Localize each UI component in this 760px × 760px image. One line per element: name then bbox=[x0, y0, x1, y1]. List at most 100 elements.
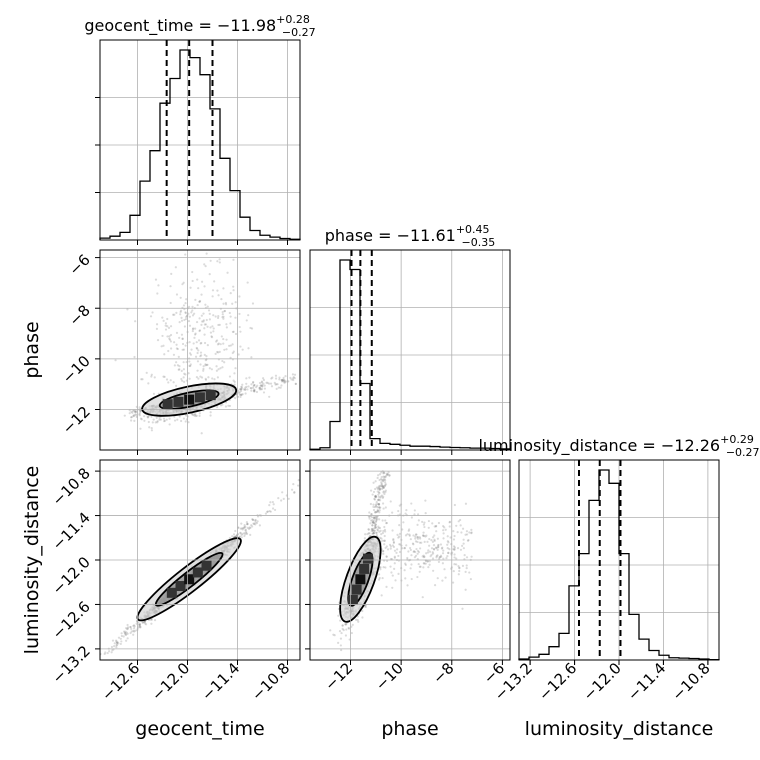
scatter-point bbox=[188, 324, 192, 327]
density-block bbox=[351, 584, 362, 595]
scatter-point bbox=[183, 318, 186, 322]
scatter-point bbox=[139, 622, 142, 626]
scatter-point bbox=[361, 609, 364, 613]
scatter-point bbox=[208, 367, 211, 370]
scatter-point bbox=[212, 314, 215, 317]
scatter-point bbox=[383, 539, 386, 543]
scatter-point bbox=[223, 361, 226, 364]
scatter-point bbox=[382, 495, 385, 498]
scatter-point bbox=[115, 643, 119, 646]
scatter-point bbox=[180, 319, 184, 322]
scatter-point bbox=[106, 651, 109, 655]
scatter-point bbox=[435, 556, 438, 559]
scatter-point bbox=[470, 528, 473, 531]
scatter-point bbox=[277, 386, 280, 389]
scatter-point bbox=[224, 301, 227, 305]
scatter-point bbox=[120, 632, 123, 635]
scatter-point bbox=[382, 478, 385, 481]
scatter-point bbox=[208, 318, 212, 321]
density-block bbox=[184, 394, 195, 405]
scatter-point bbox=[200, 293, 203, 296]
scatter-point bbox=[245, 385, 248, 388]
scatter-point bbox=[148, 426, 151, 429]
scatter-point bbox=[234, 367, 237, 370]
scatter-point bbox=[376, 490, 379, 493]
scatter-point bbox=[368, 532, 371, 535]
scatter-point bbox=[372, 532, 375, 535]
scatter-point bbox=[168, 423, 171, 426]
scatter-point bbox=[382, 475, 385, 478]
scatter-point bbox=[389, 500, 392, 503]
scatter-point bbox=[152, 418, 155, 421]
scatter-point bbox=[374, 516, 377, 519]
scatter-point bbox=[432, 543, 436, 547]
scatter-point bbox=[175, 343, 178, 346]
scatter-point bbox=[140, 378, 143, 381]
scatter-point bbox=[189, 363, 192, 366]
scatter-point bbox=[115, 641, 119, 645]
scatter-point bbox=[283, 380, 287, 383]
scatter-point bbox=[369, 522, 372, 525]
scatter-point bbox=[124, 632, 127, 635]
scatter-point bbox=[384, 546, 387, 549]
scatter-point bbox=[372, 503, 375, 506]
scatter-point bbox=[374, 520, 378, 523]
scatter-point bbox=[162, 344, 165, 347]
scatter-point bbox=[412, 550, 415, 553]
scatter-point bbox=[371, 524, 374, 527]
scatter-point bbox=[146, 416, 150, 419]
scatter-point bbox=[155, 327, 159, 330]
scatter-point bbox=[194, 298, 197, 301]
scatter-point bbox=[180, 333, 184, 336]
scatter-point bbox=[231, 535, 234, 538]
scatter-point bbox=[287, 497, 290, 500]
scatter-point bbox=[378, 526, 382, 530]
scatter-point bbox=[416, 523, 419, 526]
scatter-point bbox=[251, 302, 255, 305]
scatter-point bbox=[68, 686, 70, 688]
scatter-point bbox=[124, 633, 127, 636]
scatter-point bbox=[425, 552, 428, 555]
scatter-point bbox=[280, 379, 283, 382]
scatter-point bbox=[165, 418, 168, 421]
scatter-point bbox=[172, 381, 175, 384]
scatter-point bbox=[380, 537, 383, 540]
scatter-point bbox=[233, 372, 236, 375]
scatter-point bbox=[344, 623, 347, 626]
scatter-point bbox=[194, 333, 197, 336]
scatter-point bbox=[184, 420, 187, 423]
scatter-point bbox=[260, 381, 264, 384]
scatter-point bbox=[377, 498, 380, 502]
scatter-point bbox=[382, 486, 385, 489]
scatter-point bbox=[397, 536, 400, 539]
scatter-point bbox=[283, 378, 286, 382]
scatter-point bbox=[133, 410, 137, 413]
scatter-point bbox=[409, 548, 412, 552]
scatter-point bbox=[381, 550, 385, 553]
scatter-point bbox=[430, 547, 434, 550]
scatter-point bbox=[113, 645, 116, 648]
scatter-point bbox=[451, 581, 455, 584]
scatter-point bbox=[375, 515, 379, 518]
scatter-point bbox=[375, 517, 378, 520]
scatter-point bbox=[180, 369, 183, 372]
scatter-point bbox=[196, 360, 200, 363]
scatter-point bbox=[245, 532, 248, 535]
scatter-point bbox=[205, 354, 208, 358]
scatter-point bbox=[408, 528, 411, 531]
histogram-step bbox=[518, 469, 720, 661]
scatter-point bbox=[204, 364, 207, 367]
scatter-point bbox=[232, 258, 235, 261]
scatter-point bbox=[182, 368, 185, 371]
scatter-point bbox=[421, 534, 425, 537]
y-tick-label: −12 bbox=[59, 403, 94, 438]
scatter-point bbox=[203, 341, 207, 345]
scatter-point bbox=[452, 530, 455, 533]
scatter-point bbox=[239, 345, 242, 348]
scatter-panel-geocent_time-phase: −12 −10 −8 −6 bbox=[59, 249, 301, 455]
panel-content bbox=[68, 479, 300, 688]
scatter-point bbox=[145, 371, 148, 374]
scatter-point bbox=[216, 350, 219, 354]
scatter-point bbox=[219, 367, 222, 370]
scatter-point bbox=[414, 540, 418, 543]
